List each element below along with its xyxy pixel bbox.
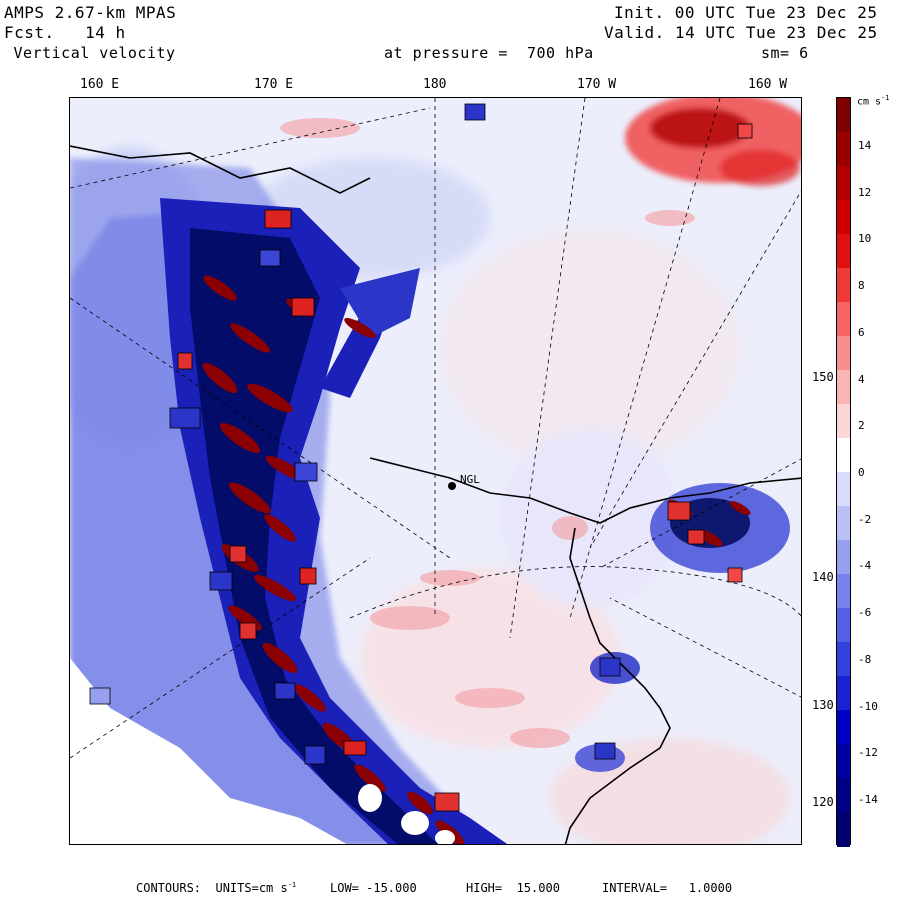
- colorbar-segment: [837, 778, 850, 813]
- colorbar-tick-label: -10: [858, 699, 878, 713]
- init-time: Init. 00 UTC Tue 23 Dec 25: [614, 3, 878, 22]
- footer-contours: CONTOURS: UNITS=cm s-1: [136, 881, 297, 895]
- colorbar-tick-label: 0: [858, 466, 865, 479]
- lon-label-180: 180: [423, 77, 447, 92]
- colorbar-unit: cm s-1: [857, 94, 890, 108]
- smoothing-label: sm= 6: [761, 44, 809, 62]
- colorbar-tick-label: 2: [858, 419, 865, 433]
- lon-label-170w: 170 W: [577, 77, 617, 92]
- colorbar-segment: [837, 438, 850, 473]
- colorbar-tick-label: 4: [858, 372, 865, 386]
- vertical-velocity-map[interactable]: NGL: [69, 97, 802, 845]
- colorbar-segment: [837, 268, 850, 303]
- colorbar-tick-label: 8: [858, 279, 865, 293]
- colorbar-segment: [837, 710, 850, 745]
- colorbar-segment: [837, 744, 850, 779]
- colorbar-tick-label: -12: [858, 746, 878, 760]
- extremum-markers: [89, 103, 753, 812]
- field-name: Vertical velocity: [4, 44, 176, 62]
- colorbar-tick-label: -14: [858, 793, 878, 806]
- colorbar-tick-label: 14: [858, 139, 872, 152]
- colorbar-tick-label: -4: [858, 559, 872, 573]
- station-label: NGL: [460, 473, 480, 486]
- lon-label-160e: 160 E: [80, 77, 120, 92]
- colorbar-segment: [837, 98, 850, 133]
- colorbar-segment: [837, 200, 850, 235]
- colorbar-tick-label: -8: [858, 652, 872, 666]
- colorbar-segment: [837, 302, 850, 337]
- missing-data-gaps: [358, 784, 455, 844]
- forecast-hour: Fcst. 14 h: [4, 23, 126, 42]
- colorbar-segment: [837, 642, 850, 677]
- colorbar-tick-label: 6: [858, 325, 865, 339]
- colorbar-segment: [837, 234, 850, 269]
- footer-interval: INTERVAL= 1.0000: [602, 881, 733, 895]
- colorbar-segment: [837, 676, 850, 711]
- colorbar-segment: [837, 608, 850, 643]
- colorbar-segment: [837, 404, 850, 439]
- colorbar-segment: [837, 574, 850, 609]
- footer-high: HIGH= 15.000: [466, 881, 560, 895]
- colorbar-segment: [837, 132, 850, 167]
- colorbar-segment: [837, 336, 850, 371]
- lon-label-170e: 170 E: [254, 77, 294, 92]
- colorbar-tick-label: 12: [858, 185, 872, 199]
- coastline: [70, 145, 801, 844]
- graticule: [70, 98, 801, 759]
- northeast-ascent-region: [625, 98, 801, 186]
- colorbar-tick-label: -2: [858, 512, 872, 526]
- footer-low: LOW= -15.000: [330, 881, 417, 895]
- pressure-level: at pressure = 700 hPa: [384, 44, 594, 62]
- colorbar: [836, 97, 851, 847]
- lon-label-160w: 160 W: [748, 77, 788, 92]
- mountain-band: [160, 198, 508, 844]
- colorbar-tick-label: -6: [858, 606, 872, 620]
- valid-time: Valid. 14 UTC Tue 23 Dec 25: [604, 23, 878, 42]
- colorbar-segment: [837, 370, 850, 405]
- colorbar-segment: [837, 166, 850, 201]
- colorbar-tick-label: 10: [858, 232, 872, 246]
- model-title: AMPS 2.67-km MPAS: [4, 3, 177, 22]
- colorbar-segment: [837, 506, 850, 541]
- colorbar-segment: [837, 540, 850, 575]
- station-marker[interactable]: NGL: [448, 473, 480, 490]
- ice-shelf-region: [70, 658, 347, 844]
- colorbar-segment: [837, 472, 850, 507]
- colorbar-segment: [837, 812, 850, 847]
